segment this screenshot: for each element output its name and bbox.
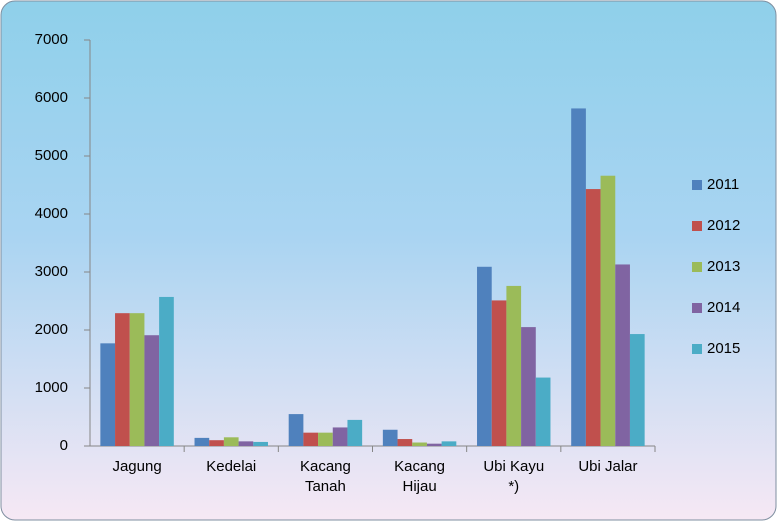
bar: [397, 439, 413, 446]
x-tick-label: Kacang Hijau: [394, 458, 446, 495]
bar: [318, 432, 333, 446]
y-tick-label: 1000: [35, 379, 68, 396]
bar: [426, 443, 442, 446]
legend-label: 2014: [707, 299, 740, 316]
bar: [521, 327, 536, 446]
y-tick-label: 5000: [35, 147, 68, 164]
bar: [115, 313, 130, 446]
bar: [412, 442, 427, 446]
bar: [100, 343, 116, 446]
bar: [571, 108, 586, 446]
bar: [382, 429, 398, 446]
y-tick-label: 7000: [35, 31, 68, 48]
bar: [332, 427, 348, 446]
bar: [347, 419, 363, 446]
legend-swatch: [692, 180, 702, 190]
bar: [600, 175, 616, 446]
y-tick-label: 6000: [35, 89, 68, 106]
bar: [209, 440, 224, 446]
bar: [194, 437, 210, 446]
bar: [629, 334, 645, 446]
bar: [506, 285, 522, 446]
bar: [303, 432, 319, 446]
bar: [585, 189, 601, 446]
bar: [144, 335, 160, 446]
bar: [288, 414, 304, 446]
legend-label: 2011: [707, 176, 739, 193]
bar: [253, 441, 268, 446]
legend-swatch: [692, 221, 702, 231]
y-tick-label: 0: [60, 437, 68, 454]
legend-swatch: [692, 344, 702, 354]
x-tick-label: Kacang Tanah: [299, 458, 351, 495]
x-tick-label: Jagung: [112, 458, 162, 475]
bar: [535, 377, 551, 446]
bar: [477, 266, 492, 446]
x-tick-label: Ubi Kayu *): [483, 458, 545, 495]
bar: [223, 437, 239, 446]
bar: [615, 264, 630, 446]
y-tick-label: 4000: [35, 205, 68, 222]
legend-swatch: [692, 262, 702, 272]
bar: [238, 441, 254, 446]
bar: [159, 296, 174, 446]
bar: [441, 441, 457, 446]
y-tick-label: 2000: [35, 321, 68, 338]
legend-label: 2013: [707, 258, 740, 275]
legend-label: 2012: [707, 217, 740, 234]
legend-swatch: [692, 303, 702, 313]
legend-label: 2015: [707, 340, 740, 357]
bar: [491, 300, 507, 446]
bar: [129, 313, 145, 446]
x-tick-label: Ubi Jalar: [578, 458, 638, 475]
y-tick-label: 3000: [35, 263, 68, 280]
x-tick-label: Kedelai: [206, 458, 257, 475]
